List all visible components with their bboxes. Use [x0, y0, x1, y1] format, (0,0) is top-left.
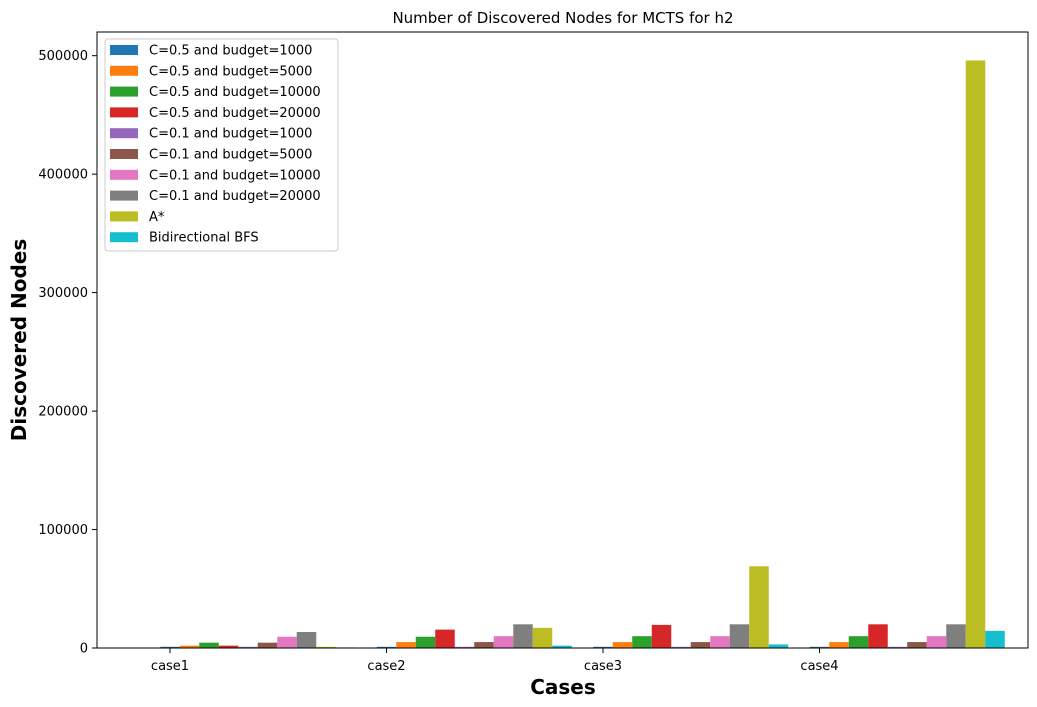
bar-case1-series-1: [160, 646, 180, 648]
plot-area-frame: [96, 31, 1029, 649]
bar-case2-series-2: [396, 642, 416, 648]
bar-case2-series-9: [532, 627, 553, 648]
x-tick-label-case4: case4: [800, 659, 838, 674]
legend-swatch: [110, 86, 138, 97]
bar-case1-series-4: [218, 645, 239, 648]
bar-case3-series-7: [710, 636, 730, 648]
y-tick-label: 400000: [38, 168, 88, 183]
y-tick-label: 500000: [38, 49, 88, 64]
legend-label: C=0.5 and budget=5000: [149, 64, 312, 79]
y-tick-label: 300000: [38, 286, 88, 301]
bar-case4-series-6: [907, 642, 927, 648]
bar-case2-series-3: [415, 636, 436, 648]
legend-label: C=0.1 and budget=10000: [149, 168, 321, 183]
bar-case4-series-2: [829, 642, 849, 648]
y-tick-label: 100000: [38, 523, 88, 538]
x-tick-label-case2: case2: [367, 659, 405, 674]
legend-swatch: [110, 211, 138, 222]
x-axis: case1 case2 case3 case4: [151, 648, 839, 674]
bar-case2-series-8: [513, 624, 533, 648]
bar-case2-series-5: [454, 646, 475, 648]
bar-case3-series-6: [690, 642, 711, 648]
legend-swatch: [110, 232, 138, 243]
bar-case4-series-5: [887, 646, 908, 648]
legend-swatch: [110, 45, 138, 55]
bar-case3-series-5: [671, 646, 691, 648]
bar-case2-series-6: [474, 642, 494, 648]
bar-case1-series-9: [316, 646, 336, 648]
chart-title: Number of Discovered Nodes for MCTS for …: [392, 9, 733, 27]
bar-case4-series-7: [926, 636, 947, 648]
bar-case3-series-3: [632, 636, 652, 648]
legend-swatch: [110, 149, 138, 159]
legend-label: C=0.1 and budget=5000: [149, 148, 312, 163]
bar-case4-series-9: [965, 60, 986, 648]
bar-case2-series-4: [435, 629, 455, 648]
bar-case1-series-3: [199, 642, 219, 648]
bars-group: [160, 60, 1005, 648]
bar-case1-series-2: [179, 645, 200, 648]
bar-case1-series-8: [296, 632, 317, 648]
legend-label: A*: [149, 210, 165, 225]
legend-label: C=0.5 and budget=10000: [149, 85, 321, 100]
bar-case4-series-4: [868, 624, 888, 648]
legend-label: C=0.1 and budget=20000: [149, 189, 321, 204]
bar-case3-series-4: [651, 624, 672, 648]
legend-swatch: [110, 128, 138, 139]
x-axis-title: Cases: [530, 675, 596, 699]
legend-swatch: [110, 107, 138, 118]
legend-label: Bidirectional BFS: [149, 231, 259, 246]
bar-case4-series-1: [809, 646, 830, 648]
legend-label: C=0.5 and budget=20000: [149, 106, 321, 121]
bar-case4-series-3: [848, 636, 869, 648]
bar-case2-series-10: [552, 645, 572, 648]
legend-swatch: [110, 190, 138, 201]
legend-label: C=0.1 and budget=1000: [149, 127, 312, 142]
bar-case1-series-6: [257, 642, 278, 648]
legend: C=0.5 and budget=1000 C=0.5 and budget=50…: [104, 38, 339, 252]
legend-swatch: [110, 65, 138, 76]
bar-case3-series-1: [593, 646, 613, 648]
bar-case4-series-8: [946, 624, 966, 648]
y-axis: 0 100000 200000 300000 400000 500000: [38, 49, 97, 657]
legend-swatch: [110, 169, 138, 180]
bar-case1-series-5: [238, 646, 258, 648]
y-axis-title: Discovered Nodes: [7, 239, 31, 442]
bar-case3-series-2: [612, 642, 633, 648]
y-tick-label: 200000: [38, 405, 88, 420]
bar-case3-series-9: [749, 566, 769, 648]
bar-case2-series-1: [376, 646, 397, 648]
bar-case3-series-8: [729, 624, 750, 648]
bar-case1-series-7: [277, 636, 297, 648]
x-tick-label-case1: case1: [151, 659, 189, 674]
x-tick-label-case3: case3: [584, 659, 622, 674]
y-tick-label: 0: [80, 642, 88, 657]
bar-case3-series-10: [768, 644, 789, 648]
bar-case2-series-7: [493, 636, 514, 648]
bar-case4-series-10: [985, 630, 1005, 648]
legend-box: [104, 38, 339, 252]
legend-label: C=0.5 and budget=1000: [149, 44, 312, 59]
